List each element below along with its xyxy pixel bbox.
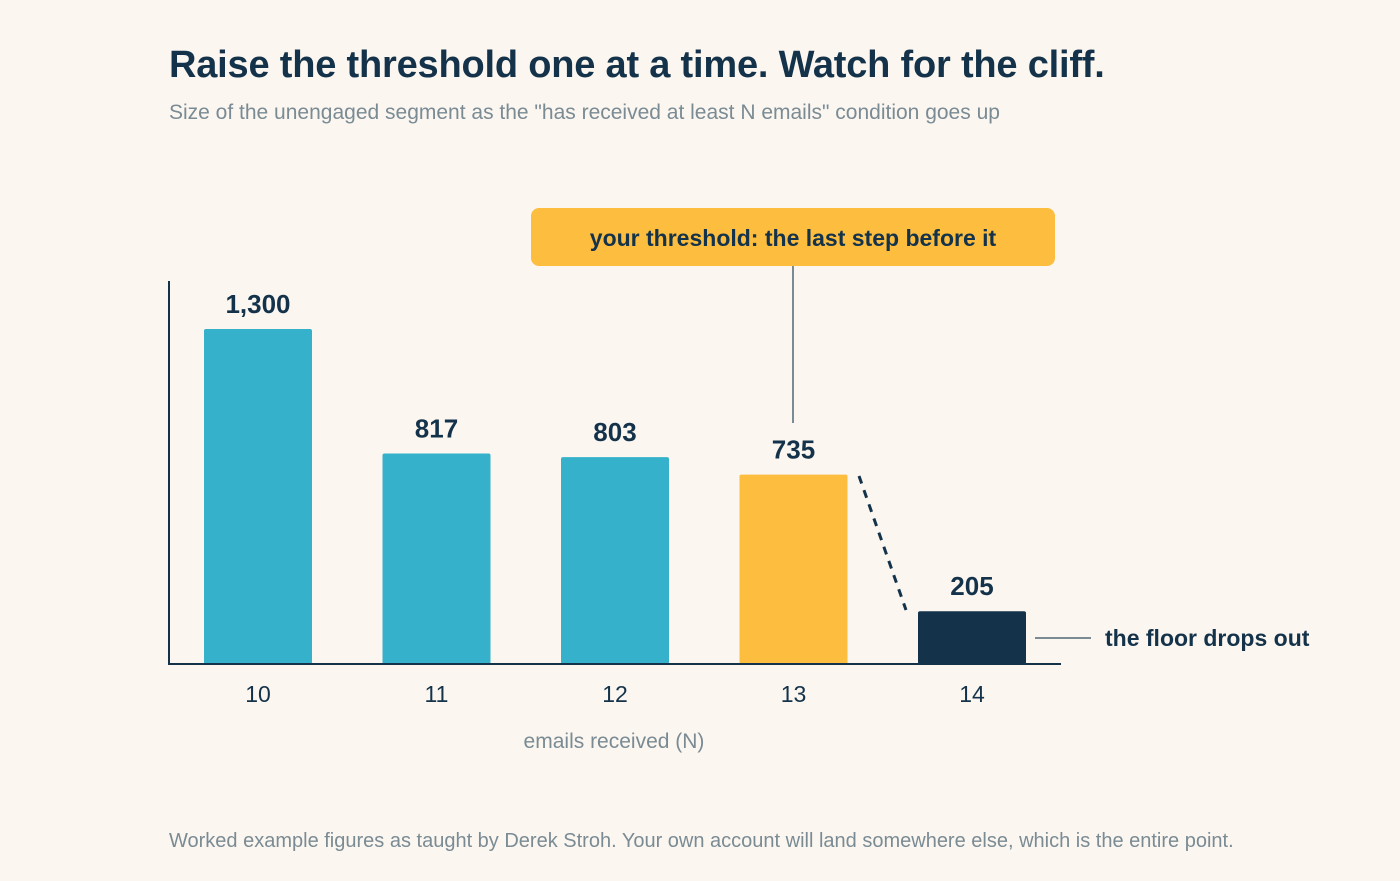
bar-13 bbox=[739, 474, 848, 664]
x-tick-label-12: 12 bbox=[602, 681, 628, 707]
bar-14 bbox=[918, 611, 1026, 664]
bar-value-label-13: 735 bbox=[772, 435, 815, 465]
x-tick-labels-layer: 10 11 12 13 14 bbox=[245, 681, 985, 707]
value-labels-layer: 1,300 817 803 735 205 bbox=[225, 289, 993, 601]
x-tick-label-10: 10 bbox=[245, 681, 271, 707]
threshold-callout-text: your threshold: the last step before it bbox=[590, 225, 997, 251]
cliff-dashed-line bbox=[857, 475, 908, 611]
threshold-callout: your threshold: the last step before it bbox=[531, 208, 1055, 423]
chart-title: Raise the threshold one at a time. Watch… bbox=[169, 44, 1105, 86]
bar-value-label-14: 205 bbox=[950, 571, 993, 601]
x-tick-label-14: 14 bbox=[959, 681, 985, 707]
threshold-callout-box bbox=[531, 208, 1055, 266]
bar-value-label-12: 803 bbox=[593, 417, 636, 447]
bar-11 bbox=[382, 453, 491, 664]
chart-footer-note: Worked example figures as taught by Dere… bbox=[169, 830, 1234, 852]
bars-layer bbox=[204, 329, 1026, 664]
x-tick-label-13: 13 bbox=[781, 681, 807, 707]
bar-value-label-10: 1,300 bbox=[225, 289, 290, 319]
bar-12 bbox=[561, 457, 669, 664]
x-tick-label-11: 11 bbox=[425, 681, 449, 707]
bar-10 bbox=[204, 329, 312, 664]
chart-subtitle: Size of the unengaged segment as the "ha… bbox=[169, 101, 1000, 124]
bar-value-label-11: 817 bbox=[415, 414, 458, 444]
x-axis-title: emails received (N) bbox=[524, 730, 705, 753]
cliff-note-text: the floor drops out bbox=[1105, 625, 1310, 651]
